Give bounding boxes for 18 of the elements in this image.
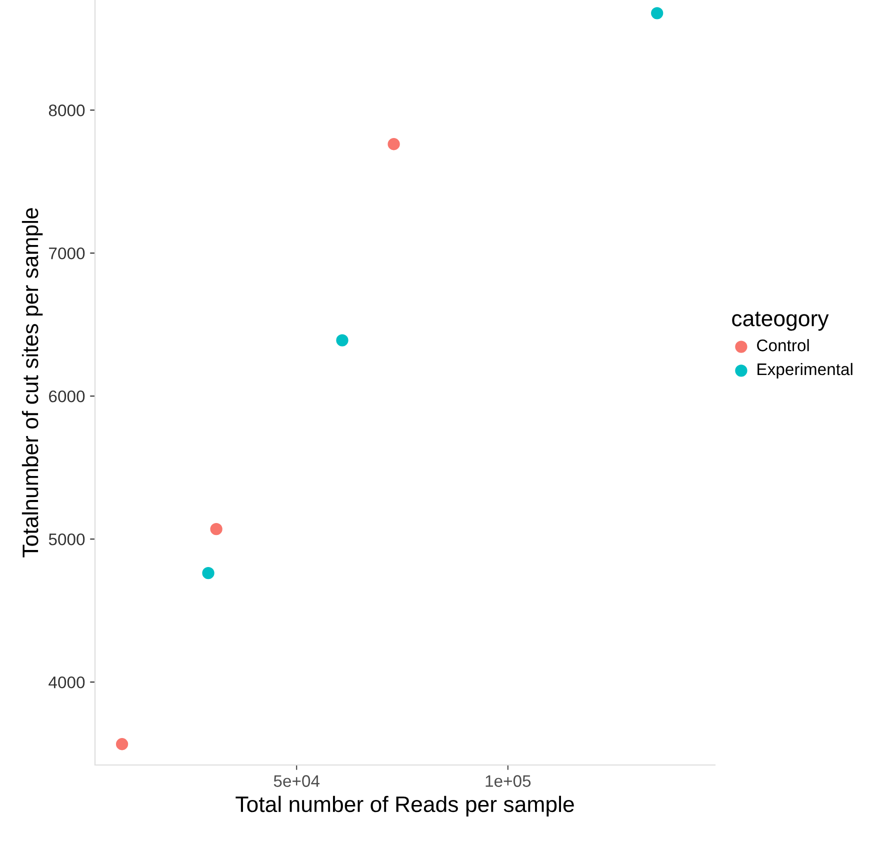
legend-title: cateogory xyxy=(732,312,829,331)
legend-label: Control xyxy=(757,339,809,352)
point xyxy=(202,567,214,580)
legend-label: Experimental xyxy=(758,362,852,378)
x-tick-label: 1e+05 xyxy=(486,775,531,787)
y-tick-label: 6000 xyxy=(49,390,85,402)
y-axis-title: Totalnumber of cut sites per sample xyxy=(22,208,43,558)
x-tick-label: 5e+04 xyxy=(274,775,320,787)
point xyxy=(116,738,128,750)
y-tick-label: 8000 xyxy=(48,104,85,116)
y-tick-label: 4000 xyxy=(48,676,85,688)
point xyxy=(651,7,664,20)
point xyxy=(336,334,348,346)
point xyxy=(210,522,222,536)
x-axis-title: Total number of Reads per sample xyxy=(236,796,574,817)
y-tick-label: 5000 xyxy=(48,533,85,546)
y-tick-label: 7000 xyxy=(49,247,85,260)
point xyxy=(388,138,400,150)
